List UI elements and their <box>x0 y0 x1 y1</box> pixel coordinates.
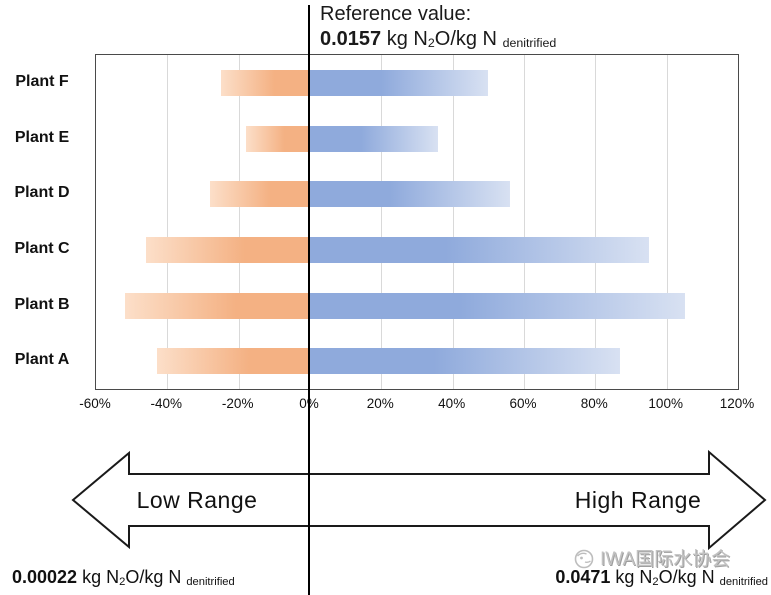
low-range-bar-plant-b <box>124 292 310 319</box>
gridline-80% <box>595 55 597 389</box>
low-range-label: Low Range <box>136 487 258 513</box>
gridline-60% <box>524 55 525 389</box>
x-tick-20%: 20% <box>366 396 394 411</box>
unit-sub-denitrified: denitrified <box>719 576 768 588</box>
category-label-plant-b: Plant B <box>14 295 70 313</box>
reference-label: Reference value: <box>320 3 472 25</box>
reference-value-line: 0.0157 kg N2O/kg N denitrified <box>320 27 556 51</box>
unit-part2: O/kg N <box>658 567 720 587</box>
low-range-bar-plant-d <box>210 181 310 208</box>
unit-sub-denitrified: denitrified <box>502 36 557 51</box>
x-tick-40%: 40% <box>438 396 466 411</box>
unit-sub2: 2 <box>427 36 435 51</box>
high-range-value: 0.0471 kg N2O/kg N denitrified <box>555 567 768 588</box>
category-label-plant-c: Plant C <box>14 239 70 257</box>
x-tick-100%: 100% <box>648 396 683 411</box>
low-range-bar-plant-c <box>145 236 310 263</box>
category-label-plant-d: Plant D <box>14 184 70 202</box>
iwa-swirl-logo-icon <box>574 549 594 568</box>
high-range-bar-plant-f <box>310 69 489 96</box>
category-label-plant-a: Plant A <box>14 351 70 369</box>
watermark: IWA国际水协会 <box>572 544 730 571</box>
unit-part1: kg N <box>381 28 428 50</box>
high-range-bar-plant-b <box>310 292 685 319</box>
category-label-plant-f: Plant F <box>15 72 69 90</box>
high-range-bar-plant-c <box>310 236 649 263</box>
high-range-bar-plant-d <box>310 181 510 208</box>
unit-part1: kg N <box>77 567 120 587</box>
high-range-bar-plant-a <box>310 348 621 375</box>
chart-title: Reference value: 0.0157 kg N2O/kg N deni… <box>320 2 556 51</box>
unit-part1: kg N <box>610 567 653 587</box>
unit-part2: O/kg N <box>434 28 503 50</box>
low-range-bar-plant-e <box>245 125 310 152</box>
watermark-text: IWA国际水协会 <box>600 549 731 570</box>
gridline-100% <box>666 55 668 389</box>
unit-sub2: 2 <box>652 576 659 588</box>
x-tick--20%: -20% <box>221 396 254 411</box>
x-tick-80%: 80% <box>580 396 608 411</box>
low-range-bar-plant-f <box>220 69 310 96</box>
unit-part2: O/kg N <box>125 567 187 587</box>
gridline--40% <box>167 55 169 389</box>
x-tick-60%: 60% <box>509 396 537 411</box>
gridline-40% <box>452 55 454 389</box>
x-tick-120%: 120% <box>719 396 755 411</box>
high-range-label: High Range <box>574 487 702 513</box>
high-range-bar-plant-e <box>310 125 439 152</box>
high-range-number: 0.0471 <box>555 567 611 587</box>
low-high-range-arrow <box>71 449 767 551</box>
low-range-value: 0.00022 kg N2O/kg N denitrified <box>12 567 235 588</box>
double-arrow-shape <box>71 449 767 551</box>
x-tick--60%: -60% <box>79 396 111 411</box>
reference-line <box>308 5 310 595</box>
low-range-number: 0.00022 <box>12 567 78 587</box>
gridline-20% <box>381 55 383 389</box>
plot-area <box>95 54 739 390</box>
x-tick--40%: -40% <box>150 396 183 411</box>
unit-sub-denitrified: denitrified <box>186 576 235 588</box>
reference-value: 0.0157 <box>320 28 382 50</box>
low-range-bar-plant-a <box>156 348 310 375</box>
unit-sub2: 2 <box>119 576 126 588</box>
gridline--20% <box>238 55 240 389</box>
category-label-plant-e: Plant E <box>14 128 70 146</box>
